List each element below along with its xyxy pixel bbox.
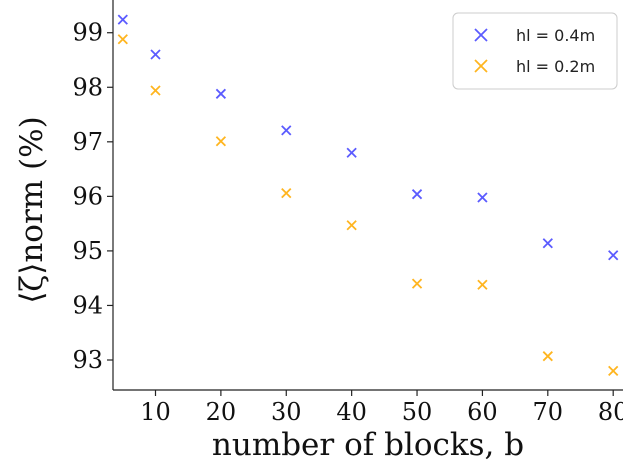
- legend-marker: [474, 59, 488, 73]
- y-tick-label: 94: [72, 291, 103, 319]
- x-ticks: 10 20 30 40 50 60 70 80: [140, 390, 623, 426]
- x-tick-label: 70: [533, 398, 564, 426]
- legend-box: [452, 12, 618, 90]
- data-point: [117, 34, 128, 45]
- data-marks: [117, 14, 619, 377]
- x-tick-label: 20: [206, 398, 237, 426]
- x-tick-label: 50: [402, 398, 433, 426]
- data-point: [477, 192, 488, 203]
- data-point: [542, 351, 553, 362]
- data-point: [215, 88, 227, 99]
- data-point: [281, 125, 292, 136]
- legend-marker: [474, 28, 488, 42]
- y-tick-label: 93: [72, 346, 103, 374]
- data-point: [346, 147, 357, 158]
- data-point: [117, 14, 128, 25]
- x-tick-label: 30: [271, 398, 302, 426]
- data-point: [608, 250, 619, 261]
- data-point: [411, 189, 423, 200]
- y-tick-label: 95: [72, 237, 103, 265]
- data-point: [215, 136, 227, 147]
- x-tick-label: 10: [140, 398, 171, 426]
- data-point: [608, 365, 619, 377]
- data-point: [281, 187, 292, 199]
- y-ticks: 93 94 95 96 97 98 99: [72, 19, 113, 374]
- y-tick-label: 98: [72, 73, 103, 101]
- y-tick-label: 96: [72, 182, 103, 210]
- legend-label: hl = 0.2m: [516, 57, 595, 76]
- x-axis-label: number of blocks, b: [212, 427, 524, 463]
- plot-area: [112, 0, 623, 391]
- y-tick-label: 99: [72, 19, 103, 47]
- x-tick-label: 80: [598, 398, 623, 426]
- data-point: [346, 220, 357, 231]
- data-point: [150, 49, 161, 60]
- y-tick-label: 97: [72, 128, 103, 156]
- data-point: [542, 238, 553, 249]
- series-1: [117, 14, 619, 261]
- x-tick-label: 40: [336, 398, 367, 426]
- legend: hl = 0.4m hl = 0.2m: [452, 12, 618, 90]
- data-point: [477, 279, 488, 290]
- x-tick-label: 60: [467, 398, 498, 426]
- legend-label: hl = 0.4m: [516, 26, 595, 45]
- data-point: [411, 278, 423, 289]
- series-2: [117, 34, 619, 377]
- y-axis-label: ⟨ζ⟩norm (%): [14, 116, 50, 303]
- data-point: [150, 85, 161, 96]
